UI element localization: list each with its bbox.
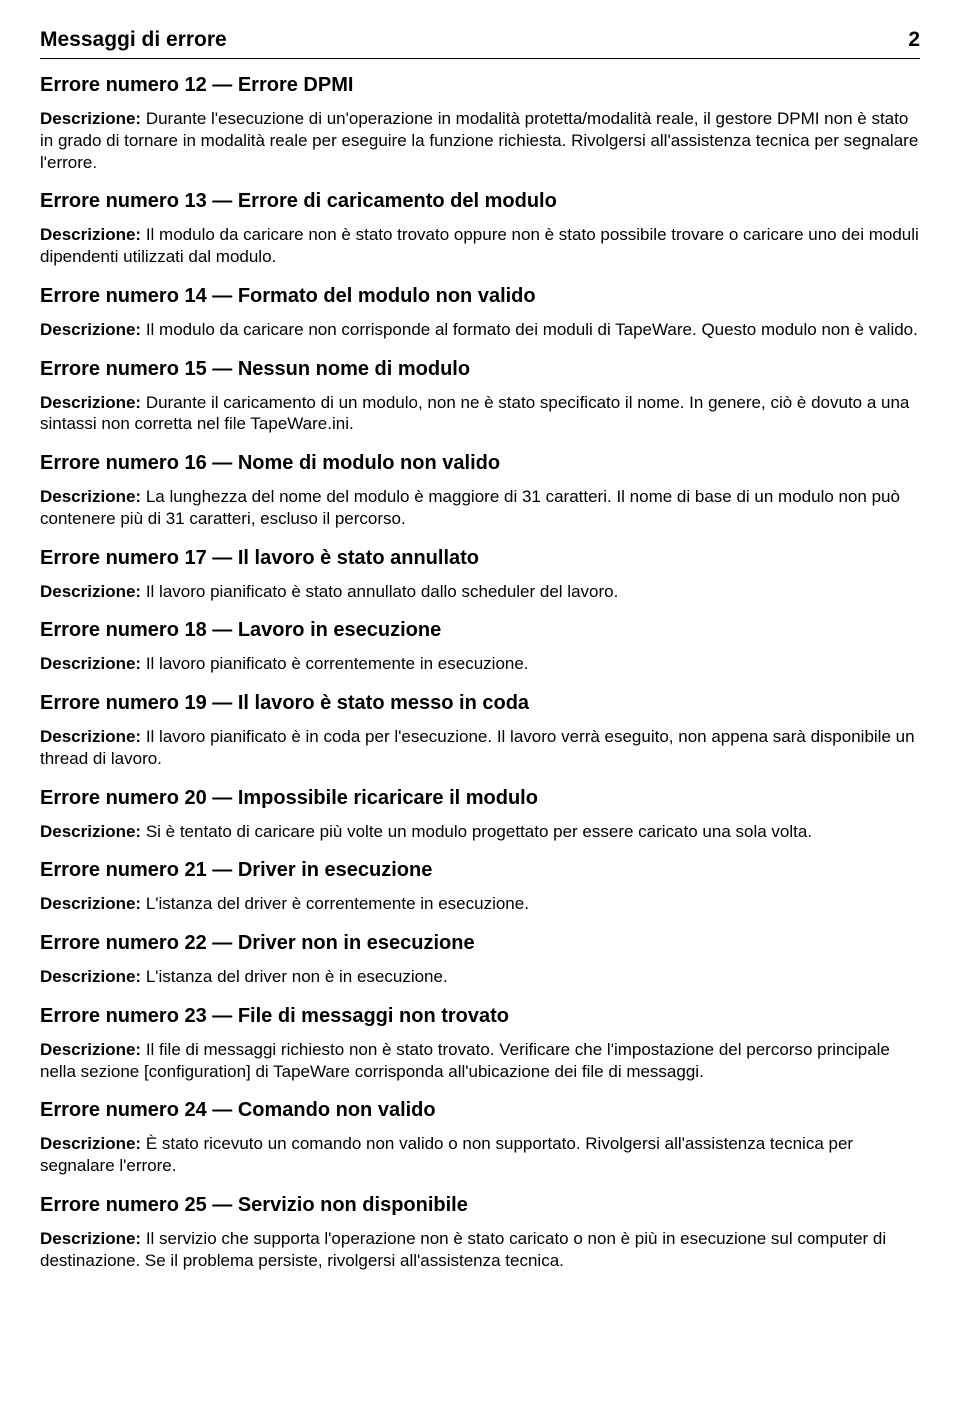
- error-title: Errore numero 12 — Errore DPMI: [40, 73, 920, 98]
- error-block: Errore numero 15 — Nessun nome di modulo…: [40, 357, 920, 436]
- error-block: Errore numero 22 — Driver non in esecuzi…: [40, 931, 920, 988]
- errors-list: Errore numero 12 — Errore DPMI Descrizion…: [40, 73, 920, 1271]
- error-description: Descrizione: Il file di messaggi richies…: [40, 1039, 920, 1083]
- description-text: Il modulo da caricare non corrisponde al…: [141, 320, 918, 339]
- description-label: Descrizione:: [40, 320, 141, 339]
- page-header: Messaggi di errore 2: [40, 28, 920, 52]
- error-block: Errore numero 16 — Nome di modulo non va…: [40, 451, 920, 530]
- error-block: Errore numero 23 — File di messaggi non …: [40, 1004, 920, 1083]
- error-title: Errore numero 21 — Driver in esecuzione: [40, 858, 920, 883]
- description-label: Descrizione:: [40, 225, 141, 244]
- description-text: Durante l'esecuzione di un'operazione in…: [40, 109, 918, 172]
- description-text: Il lavoro pianificato è correntemente in…: [141, 654, 528, 673]
- description-text: Durante il caricamento di un modulo, non…: [40, 393, 909, 434]
- error-title: Errore numero 19 — Il lavoro è stato mes…: [40, 691, 920, 716]
- error-title: Errore numero 23 — File di messaggi non …: [40, 1004, 920, 1029]
- error-title: Errore numero 15 — Nessun nome di modulo: [40, 357, 920, 382]
- description-text: Il lavoro pianificato è stato annullato …: [141, 582, 618, 601]
- description-text: Si è tentato di caricare più volte un mo…: [141, 822, 812, 841]
- error-description: Descrizione: L'istanza del driver non è …: [40, 966, 920, 988]
- description-label: Descrizione:: [40, 393, 141, 412]
- description-label: Descrizione:: [40, 967, 141, 986]
- error-description: Descrizione: Il modulo da caricare non c…: [40, 319, 920, 341]
- error-block: Errore numero 19 — Il lavoro è stato mes…: [40, 691, 920, 770]
- error-block: Errore numero 13 — Errore di caricamento…: [40, 189, 920, 268]
- description-label: Descrizione:: [40, 109, 141, 128]
- description-text: Il lavoro pianificato è in coda per l'es…: [40, 727, 915, 768]
- description-label: Descrizione:: [40, 487, 141, 506]
- error-description: Descrizione: L'istanza del driver è corr…: [40, 893, 920, 915]
- error-description: Descrizione: La lunghezza del nome del m…: [40, 486, 920, 530]
- error-block: Errore numero 14 — Formato del modulo no…: [40, 284, 920, 341]
- header-divider: [40, 58, 920, 59]
- error-block: Errore numero 20 — Impossibile ricaricar…: [40, 786, 920, 843]
- description-label: Descrizione:: [40, 1134, 141, 1153]
- description-label: Descrizione:: [40, 727, 141, 746]
- page-number: 2: [908, 28, 920, 52]
- error-block: Errore numero 12 — Errore DPMI Descrizion…: [40, 73, 920, 173]
- error-description: Descrizione: Il lavoro pianificato è cor…: [40, 653, 920, 675]
- error-title: Errore numero 22 — Driver non in esecuzi…: [40, 931, 920, 956]
- error-block: Errore numero 21 — Driver in esecuzione D…: [40, 858, 920, 915]
- description-text: L'istanza del driver non è in esecuzione…: [141, 967, 448, 986]
- error-block: Errore numero 17 — Il lavoro è stato ann…: [40, 546, 920, 603]
- description-text: Il servizio che supporta l'operazione no…: [40, 1229, 886, 1270]
- error-description: Descrizione: È stato ricevuto un comando…: [40, 1133, 920, 1177]
- error-description: Descrizione: Il lavoro pianificato è in …: [40, 726, 920, 770]
- document-page: Messaggi di errore 2 Errore numero 12 — …: [0, 0, 960, 1327]
- description-text: Il file di messaggi richiesto non è stat…: [40, 1040, 890, 1081]
- error-title: Errore numero 17 — Il lavoro è stato ann…: [40, 546, 920, 571]
- error-title: Errore numero 18 — Lavoro in esecuzione: [40, 618, 920, 643]
- error-block: Errore numero 24 — Comando non valido Des…: [40, 1098, 920, 1177]
- error-description: Descrizione: Durante l'esecuzione di un'…: [40, 108, 920, 173]
- description-label: Descrizione:: [40, 822, 141, 841]
- description-label: Descrizione:: [40, 1229, 141, 1248]
- error-description: Descrizione: Si è tentato di caricare pi…: [40, 821, 920, 843]
- error-title: Errore numero 13 — Errore di caricamento…: [40, 189, 920, 214]
- error-title: Errore numero 24 — Comando non valido: [40, 1098, 920, 1123]
- error-block: Errore numero 18 — Lavoro in esecuzione D…: [40, 618, 920, 675]
- header-title: Messaggi di errore: [40, 28, 227, 52]
- error-description: Descrizione: Il lavoro pianificato è sta…: [40, 581, 920, 603]
- description-text: L'istanza del driver è correntemente in …: [141, 894, 529, 913]
- description-label: Descrizione:: [40, 1040, 141, 1059]
- error-description: Descrizione: Il modulo da caricare non è…: [40, 224, 920, 268]
- error-title: Errore numero 20 — Impossibile ricaricar…: [40, 786, 920, 811]
- error-title: Errore numero 14 — Formato del modulo no…: [40, 284, 920, 309]
- description-label: Descrizione:: [40, 582, 141, 601]
- error-description: Descrizione: Durante il caricamento di u…: [40, 392, 920, 436]
- error-title: Errore numero 16 — Nome di modulo non va…: [40, 451, 920, 476]
- description-label: Descrizione:: [40, 894, 141, 913]
- description-text: È stato ricevuto un comando non valido o…: [40, 1134, 853, 1175]
- error-description: Descrizione: Il servizio che supporta l'…: [40, 1228, 920, 1272]
- description-text: Il modulo da caricare non è stato trovat…: [40, 225, 919, 266]
- error-block: Errore numero 25 — Servizio non disponib…: [40, 1193, 920, 1272]
- description-label: Descrizione:: [40, 654, 141, 673]
- description-text: La lunghezza del nome del modulo è maggi…: [40, 487, 900, 528]
- error-title: Errore numero 25 — Servizio non disponib…: [40, 1193, 920, 1218]
